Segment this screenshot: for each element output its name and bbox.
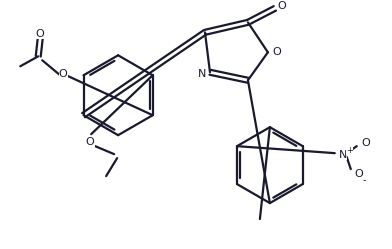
Text: O: O: [361, 138, 370, 148]
Text: O: O: [278, 1, 286, 11]
Text: -: -: [363, 175, 367, 185]
Text: +: +: [346, 146, 353, 155]
Text: O: O: [272, 47, 281, 57]
Text: N: N: [198, 69, 206, 79]
Text: O: O: [59, 69, 67, 79]
Text: N: N: [339, 150, 347, 160]
Text: O: O: [36, 29, 45, 39]
Text: O: O: [354, 169, 363, 179]
Text: O: O: [86, 137, 94, 147]
